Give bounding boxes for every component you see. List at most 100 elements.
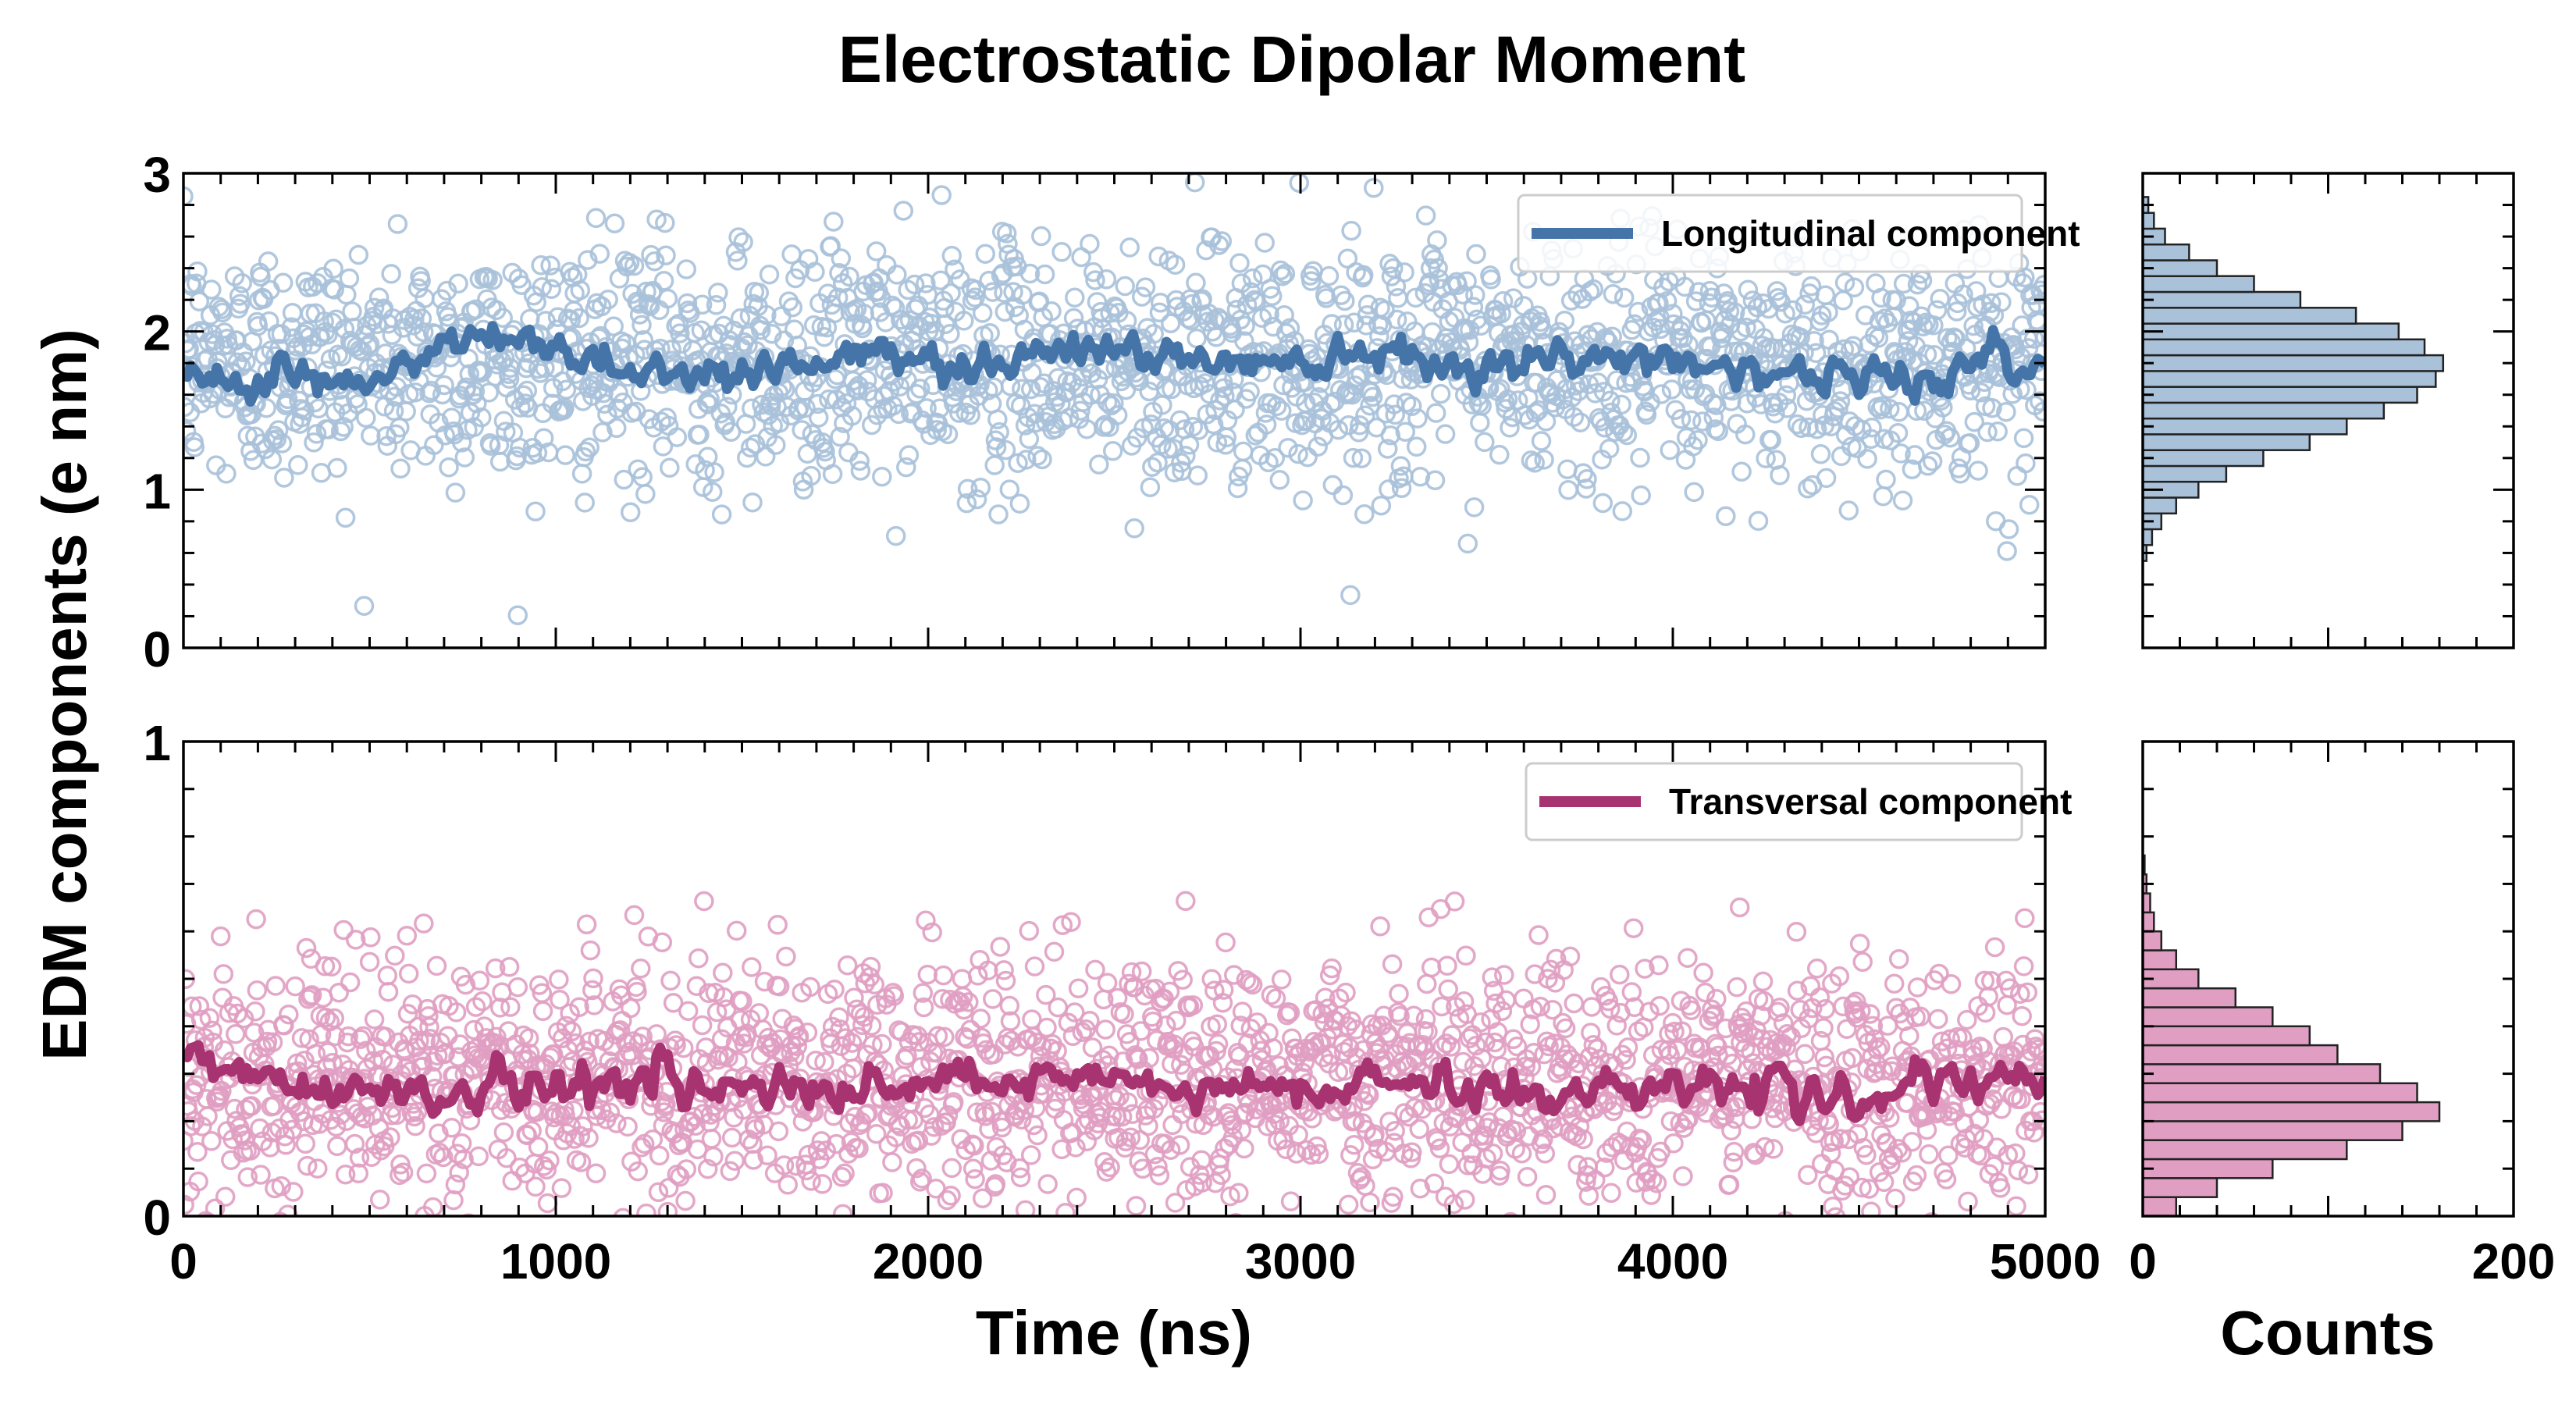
data-point — [1263, 1038, 1283, 1058]
data-point — [2012, 1005, 2032, 1026]
x-tick-label: 4000 — [1617, 1233, 1728, 1289]
data-point — [333, 417, 354, 437]
data-point — [201, 1131, 222, 1151]
data-point — [861, 1016, 882, 1036]
data-point — [1389, 1006, 1410, 1026]
data-point — [502, 262, 522, 283]
histogram-bar — [2141, 1139, 2348, 1161]
data-point — [1362, 1149, 1383, 1170]
data-point — [409, 1030, 429, 1051]
data-point — [197, 1106, 218, 1126]
data-point — [1660, 439, 1680, 461]
data-point — [1798, 1165, 1818, 1186]
data-point — [708, 283, 728, 303]
data-point — [1991, 1099, 2012, 1119]
data-point — [850, 461, 871, 481]
data-point — [1254, 233, 1275, 253]
data-point — [486, 1026, 507, 1048]
histogram-bar — [2141, 1025, 2311, 1047]
histogram-bar — [2141, 243, 2190, 261]
data-point — [465, 997, 486, 1017]
data-point — [1787, 980, 1808, 1001]
data-point — [631, 959, 651, 979]
data-point — [480, 436, 501, 456]
data-point — [1809, 987, 1831, 1008]
data-point — [1695, 982, 1716, 1003]
data-point — [1196, 240, 1216, 261]
data-point — [600, 1102, 621, 1122]
data-point — [1100, 1157, 1120, 1178]
data-point — [1089, 454, 1109, 475]
data-point — [1435, 424, 1456, 444]
data-point — [570, 1126, 591, 1147]
data-point — [1873, 486, 1894, 507]
data-point — [298, 989, 318, 1009]
data-point — [227, 352, 247, 373]
data-point — [717, 397, 738, 417]
data-point — [991, 1117, 1012, 1138]
data-point — [1213, 980, 1234, 1000]
histogram-bar — [2141, 322, 2400, 341]
data-point — [1517, 1166, 1538, 1187]
data-point — [1585, 1170, 1606, 1190]
data-point — [1748, 510, 1769, 532]
data-point — [984, 1044, 1004, 1065]
data-point — [1321, 1045, 1341, 1065]
data-point — [1425, 403, 1446, 423]
data-point — [988, 504, 1009, 525]
data-point — [330, 421, 351, 442]
data-point — [397, 1004, 418, 1024]
data-point — [1708, 421, 1728, 442]
data-point — [1418, 1021, 1438, 1042]
data-point — [1612, 501, 1633, 521]
data-point — [1521, 1057, 1542, 1077]
data-point — [511, 275, 532, 295]
histogram-bar — [2141, 212, 2155, 230]
data-point — [507, 605, 528, 625]
data-point — [528, 1136, 549, 1158]
data-point — [1115, 276, 1135, 297]
data-point — [525, 501, 546, 521]
data-point — [1596, 1143, 1617, 1163]
data-point — [916, 273, 936, 293]
data-point — [393, 1162, 414, 1183]
data-point — [922, 922, 942, 943]
data-point — [1179, 435, 1200, 455]
data-point — [2013, 956, 2034, 976]
data-point — [945, 259, 965, 280]
data-point — [921, 1126, 941, 1146]
data-point — [1724, 302, 1745, 322]
data-point — [361, 927, 381, 948]
data-point — [1623, 918, 1644, 938]
transversal-histogram — [2141, 854, 2441, 1218]
data-point — [1261, 985, 1282, 1005]
data-point — [294, 1050, 315, 1071]
data-point — [1525, 453, 1545, 473]
data-point — [1661, 379, 1682, 400]
data-point — [1636, 404, 1657, 425]
data-point — [843, 1058, 863, 1079]
data-point — [1172, 969, 1193, 990]
data-point — [627, 981, 647, 1002]
histogram-bar — [2141, 464, 2228, 483]
data-point — [861, 414, 882, 436]
data-point — [1155, 1133, 1176, 1154]
data-point — [841, 406, 863, 426]
data-point — [1080, 233, 1100, 254]
data-point — [1825, 1207, 1846, 1216]
data-point — [1492, 1001, 1513, 1021]
data-point — [1600, 390, 1621, 411]
data-point — [1861, 429, 1881, 450]
data-point — [811, 1131, 832, 1151]
hist-x-tick-label: 0 — [2129, 1233, 2157, 1289]
data-point — [2018, 1164, 2039, 1185]
data-point — [1107, 405, 1128, 425]
data-point — [439, 457, 459, 478]
data-point — [1390, 456, 1411, 476]
data-point — [882, 295, 902, 316]
data-point — [1973, 1038, 1993, 1058]
data-point — [1742, 1109, 1762, 1129]
data-point — [1340, 1145, 1361, 1165]
data-point — [1761, 429, 1781, 450]
data-point — [1892, 490, 1913, 510]
